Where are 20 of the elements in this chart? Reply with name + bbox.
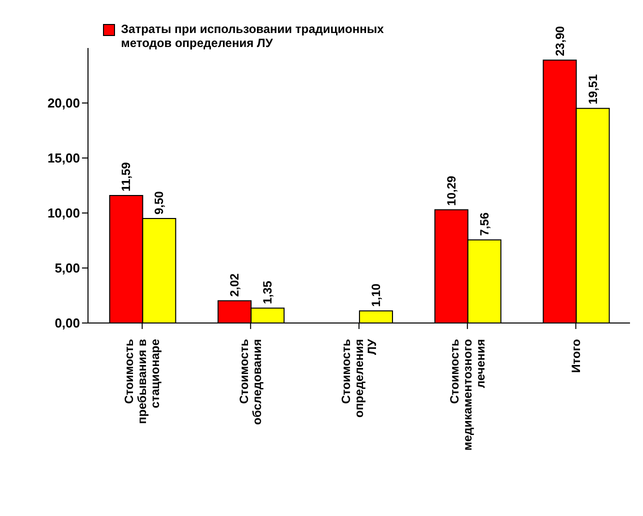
x-tick-label: Стоимость обследования: [237, 339, 264, 425]
data-label: 7,56: [477, 212, 492, 236]
data-label: 9,50: [152, 190, 166, 214]
y-tick-label: 15,00: [47, 150, 80, 166]
data-label: 1,35: [260, 280, 275, 304]
data-label: 19,51: [586, 74, 600, 104]
data-label: 11,59: [119, 162, 134, 192]
data-label: 1,10: [368, 283, 383, 307]
y-tick-label: 20,00: [47, 96, 80, 111]
data-label: 2,02: [228, 273, 242, 297]
legend-label: Затраты при использовании традиционных методов определения ЛУ: [121, 22, 385, 50]
y-tick-label: 5,00: [54, 260, 80, 276]
y-tick-label: 10,00: [47, 206, 80, 221]
x-tick-label: Итого: [568, 339, 583, 373]
x-tick-label: Стоимость медикаментозного лечения: [447, 339, 488, 451]
x-tick-label: Стоимость определения ЛУ: [339, 338, 379, 418]
data-label: 10,29: [444, 175, 458, 206]
x-tick-label: Стоимость пребывания в стационаре: [122, 338, 162, 424]
data-label: 23,90: [552, 26, 567, 56]
y-tick-label: 0,00: [54, 316, 80, 331]
